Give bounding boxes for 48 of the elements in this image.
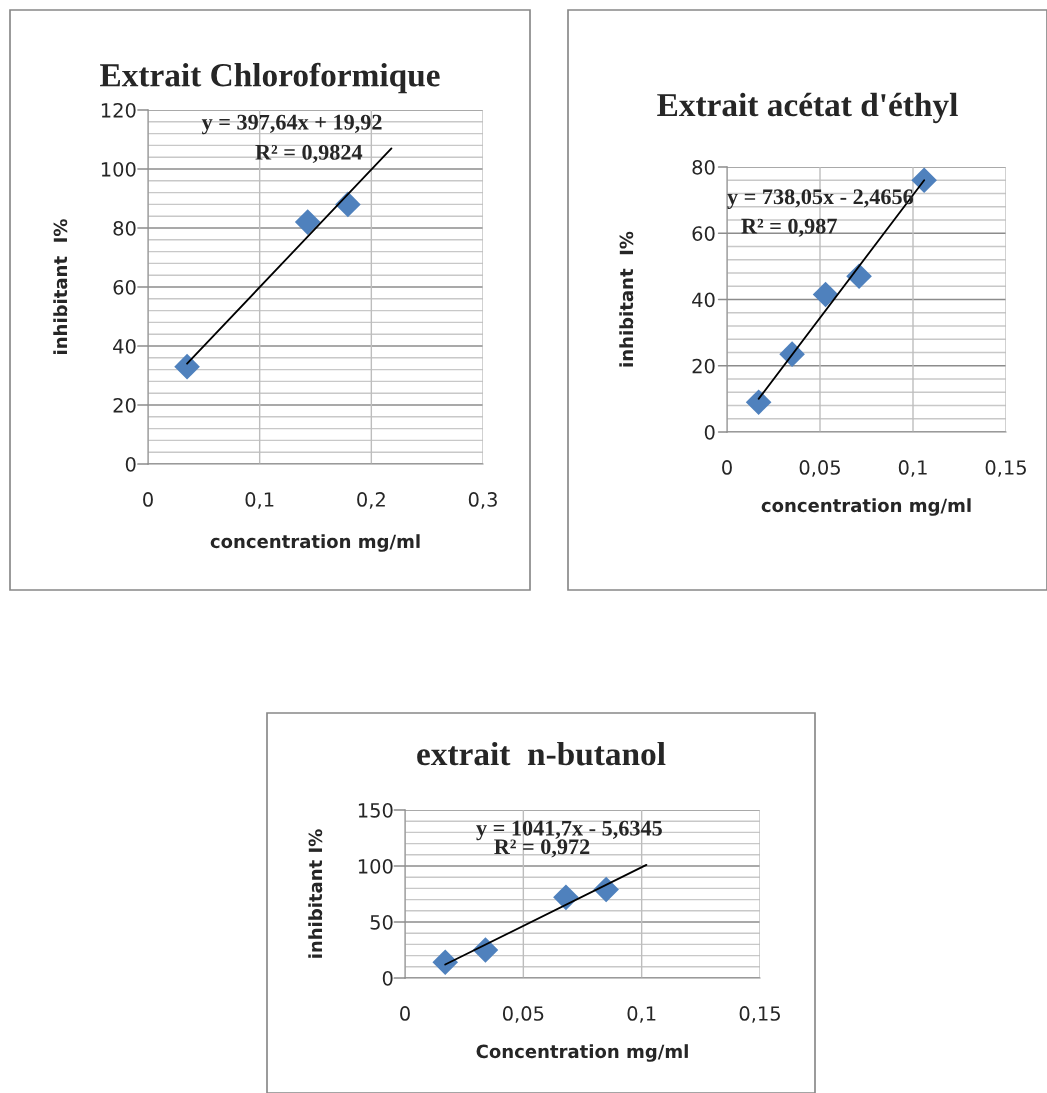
point (432, 949, 459, 976)
y-axis-title: inhibitant I% (308, 829, 323, 958)
x-tick-label: 0,15 (739, 1006, 780, 1023)
x-tick-label: 0,3 (468, 492, 497, 509)
x-axis-title: concentration mg/ml (210, 534, 420, 552)
x-tick-label: 0,2 (357, 492, 385, 509)
y-tick-label: 50 (370, 914, 393, 930)
y-tick-label: 120 (101, 102, 136, 118)
x-tick-label: 0 (143, 492, 153, 507)
chart-title: extrait n-butanol (417, 741, 666, 766)
y-tick-label: 0 (382, 970, 393, 986)
y-tick-label: 150 (358, 802, 393, 818)
y-axis-title: inhibitant I% (53, 219, 68, 354)
x-tick-label: 0,1 (245, 492, 274, 509)
x-tick-label: 0,05 (799, 460, 840, 477)
x-tick-label: 0,15 (985, 460, 1026, 477)
y-tick-label: 100 (358, 858, 393, 874)
x-axis-title: concentration mg/ml (761, 498, 971, 516)
point (812, 281, 839, 308)
x-tick-label: 0,05 (502, 1006, 544, 1023)
y-tick-label: 80 (113, 220, 136, 236)
x-tick-label: 0 (722, 460, 732, 475)
point (294, 209, 321, 235)
y-tick-label: 60 (692, 226, 715, 241)
y-tick-label: 60 (113, 279, 136, 295)
point (745, 389, 772, 415)
y-axis-title: inhibitant I% (619, 231, 634, 367)
annotation: R² = 0,987 (741, 218, 837, 237)
x-tick-label: 0,1 (898, 460, 927, 477)
point (174, 353, 200, 380)
y-tick-label: 0 (704, 424, 715, 440)
x-tick-label: 0 (400, 1006, 410, 1021)
y-tick-label: 80 (692, 159, 715, 175)
point (335, 191, 361, 218)
y-tick-label: 100 (101, 161, 136, 177)
y-tick-label: 40 (692, 292, 715, 308)
chart-title: Extrait acétat d'éthyl (657, 92, 958, 124)
annotation: R² = 0,972 (494, 839, 590, 858)
point (911, 167, 937, 194)
y-tick-label: 20 (113, 397, 136, 413)
point (553, 884, 579, 911)
y-tick-label: 20 (692, 358, 715, 374)
chart-title: Extrait Chloroformique (100, 62, 440, 94)
x-axis-title: Concentration mg/ml (476, 1044, 688, 1062)
x-tick-label: 0,1 (627, 1006, 656, 1023)
annotation: R² = 0,9824 (255, 144, 363, 164)
annotation: y = 397,64x + 19,92 (201, 114, 382, 135)
y-tick-label: 40 (113, 338, 136, 354)
